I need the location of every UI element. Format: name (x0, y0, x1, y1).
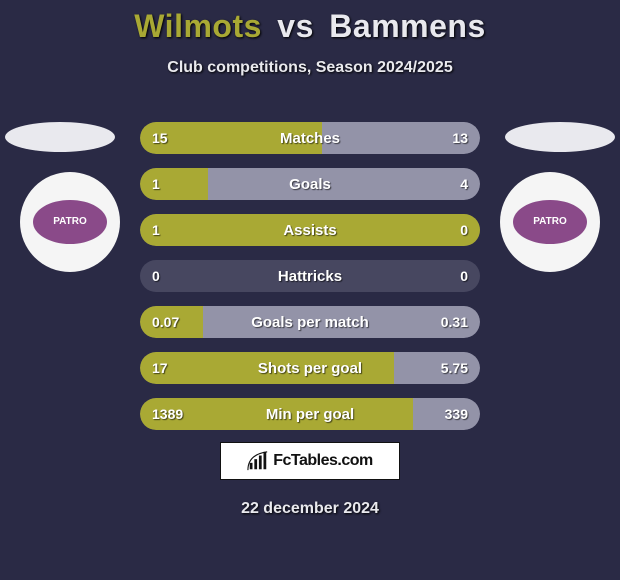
stat-fill-player1 (140, 398, 413, 430)
stats-container: 1513Matches 14Goals 10Assists 0 0Hattricks 0.… (140, 122, 480, 444)
stat-row: 14Goals (140, 168, 480, 200)
comparison-title: Wilmots vs Bammens (0, 0, 620, 45)
player2-name: Bammens (329, 8, 485, 44)
stat-fill-player2 (413, 398, 480, 430)
bar-chart-icon (247, 450, 269, 472)
stat-fill-player2 (322, 122, 480, 154)
stat-fill-player1 (140, 168, 208, 200)
player1-ellipse-decor (5, 122, 115, 152)
brand-text: FcTables.com (273, 452, 373, 470)
stat-fill-player2 (394, 352, 480, 384)
stat-fill-player1 (140, 122, 322, 154)
stat-label: Hattricks (140, 260, 480, 292)
stat-fill-player2 (203, 306, 480, 338)
stat-value-player2: 0 (460, 260, 468, 292)
vs-separator: vs (277, 8, 314, 44)
stat-row: 1389339Min per goal (140, 398, 480, 430)
player1-club-badge: PATRO (20, 172, 120, 272)
stat-row: 0 0Hattricks (140, 260, 480, 292)
stat-fill-player1 (140, 306, 203, 338)
subtitle: Club competitions, Season 2024/2025 (0, 59, 620, 77)
brand-watermark: FcTables.com (220, 442, 400, 480)
stat-fill-player1 (140, 352, 394, 384)
stat-row: 175.75Shots per goal (140, 352, 480, 384)
player1-name: Wilmots (134, 8, 262, 44)
club-logo-icon: PATRO (513, 200, 587, 244)
stat-fill-player2 (208, 168, 480, 200)
stat-row: 1513Matches (140, 122, 480, 154)
stat-fill-player1 (140, 214, 480, 246)
stat-row: 10Assists (140, 214, 480, 246)
club-logo-icon: PATRO (33, 200, 107, 244)
player2-ellipse-decor (505, 122, 615, 152)
stat-value-player1: 0 (152, 260, 160, 292)
snapshot-date: 22 december 2024 (0, 500, 620, 518)
player2-club-badge: PATRO (500, 172, 600, 272)
stat-row: 0.070.31Goals per match (140, 306, 480, 338)
